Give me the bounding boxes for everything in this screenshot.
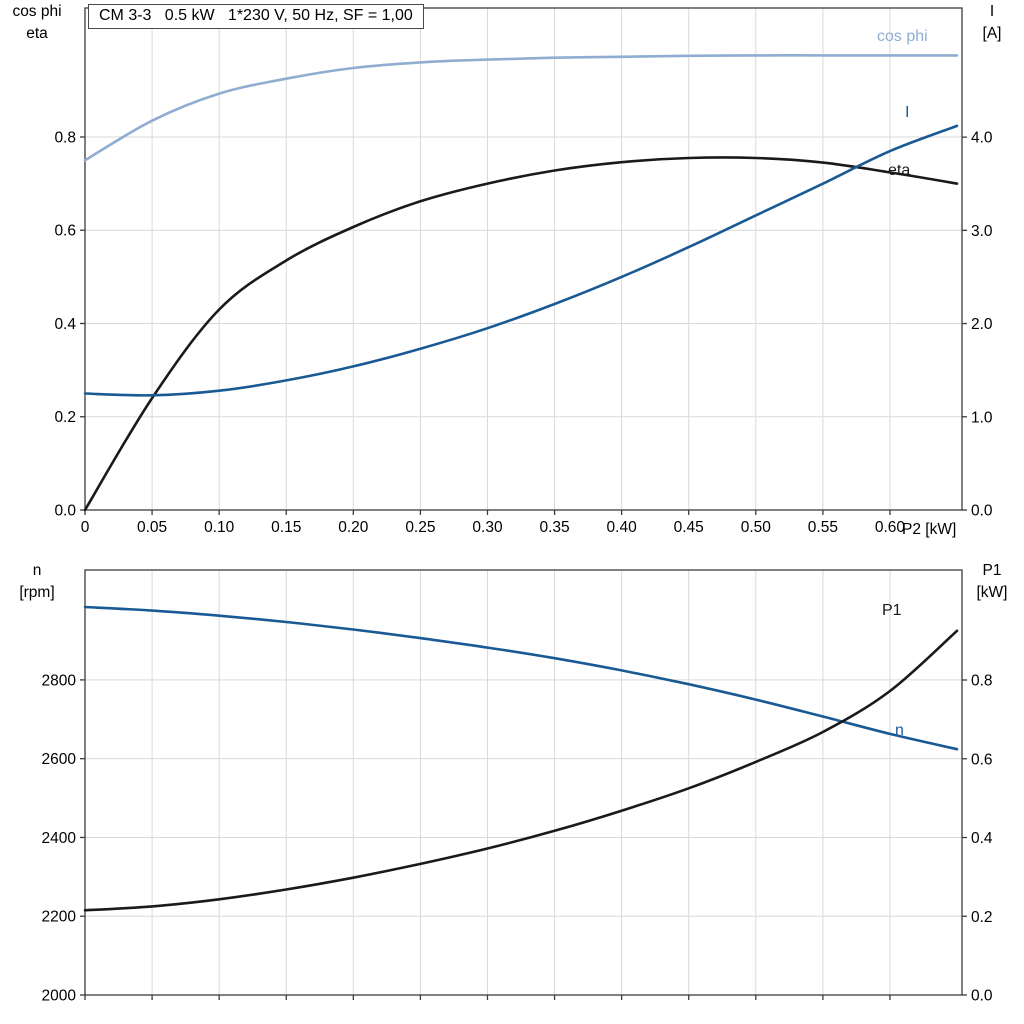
right-tick-label: 1.0 bbox=[971, 409, 993, 426]
x-tick-label: 0.30 bbox=[472, 519, 503, 536]
top-right-axis-title-line2: [A] bbox=[982, 25, 1002, 42]
top-left-axis-title-line2: eta bbox=[26, 25, 48, 42]
curve-label-p1: P1 bbox=[882, 602, 902, 619]
left-tick-label: 2600 bbox=[42, 751, 77, 768]
plot-border bbox=[84, 7, 963, 511]
right-tick-label: 0.2 bbox=[971, 909, 993, 926]
left-tick-label: 2200 bbox=[42, 909, 77, 926]
x-tick-label: 0.05 bbox=[137, 519, 167, 536]
x-tick-label: 0.35 bbox=[539, 519, 569, 536]
curve-label-eta: eta bbox=[888, 162, 911, 179]
curve-label-current: I bbox=[905, 104, 910, 121]
top-left-axis-title-line1: cos phi bbox=[12, 3, 62, 20]
right-tick-label: 4.0 bbox=[971, 130, 993, 147]
curve-eta bbox=[83, 156, 959, 512]
curve-I bbox=[83, 124, 959, 397]
curve-label-n: n bbox=[895, 722, 904, 739]
right-tick-label: 0.8 bbox=[971, 673, 993, 690]
curve-n bbox=[83, 605, 959, 751]
x-tick-label: 0.20 bbox=[338, 519, 369, 536]
right-tick-label: 0.4 bbox=[971, 830, 993, 847]
curve-P1 bbox=[83, 629, 959, 912]
curve-cos-phi bbox=[83, 54, 959, 162]
left-tick-label: 0.8 bbox=[54, 129, 76, 146]
chart-title: CM 3-3 0.5 kW 1*230 V, 50 Hz, SF = 1,00 bbox=[88, 4, 424, 29]
x-tick-label: 0.40 bbox=[607, 519, 638, 536]
right-tick-label: 0.0 bbox=[971, 988, 993, 1005]
bottom-left-axis-title-line2: [rpm] bbox=[19, 584, 55, 601]
x-tick-label: 0.45 bbox=[674, 519, 704, 536]
plot-border bbox=[84, 569, 963, 996]
top-right-axis-title-line1: I bbox=[989, 3, 995, 20]
x-tick-label: 0.60 bbox=[875, 519, 906, 536]
left-tick-label: 0.0 bbox=[54, 503, 76, 520]
left-tick-label: 2800 bbox=[42, 672, 77, 689]
left-tick-label: 2000 bbox=[42, 988, 77, 1005]
right-tick-label: 3.0 bbox=[971, 223, 993, 240]
x-tick-label: 0.25 bbox=[405, 519, 435, 536]
left-tick-label: 0.4 bbox=[54, 316, 76, 333]
x-tick-label: 0.15 bbox=[271, 519, 301, 536]
x-axis-title: P2 [kW] bbox=[902, 521, 957, 538]
bottom-left-axis-title-line1: n bbox=[32, 562, 42, 579]
right-tick-label: 0.6 bbox=[971, 751, 993, 768]
x-tick-label: 0.10 bbox=[204, 519, 235, 536]
x-tick-label: 0.55 bbox=[808, 519, 838, 536]
left-tick-label: 2400 bbox=[42, 830, 77, 847]
right-tick-label: 0.0 bbox=[971, 503, 993, 520]
left-tick-label: 0.2 bbox=[54, 409, 76, 426]
bottom-right-axis-title-line1: P1 bbox=[982, 562, 1002, 579]
x-tick-label: 0 bbox=[81, 519, 90, 536]
left-tick-label: 0.6 bbox=[54, 223, 76, 240]
bottom-right-axis-title-line2: [kW] bbox=[976, 584, 1008, 601]
curve-label-cos-phi: cos phi bbox=[877, 28, 928, 45]
x-tick-label: 0.50 bbox=[741, 519, 772, 536]
right-tick-label: 2.0 bbox=[971, 316, 993, 333]
